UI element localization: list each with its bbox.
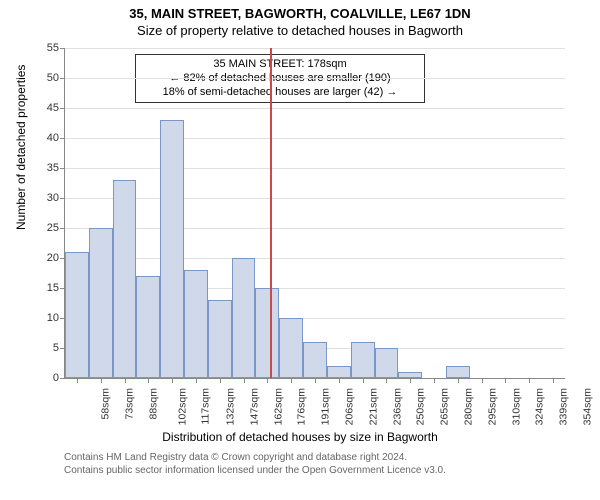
y-tick <box>60 78 65 79</box>
footer-line-1: Contains HM Land Registry data © Crown c… <box>64 452 580 465</box>
x-tick-label: 324sqm <box>534 388 546 425</box>
chart-title-subtitle: Size of property relative to detached ho… <box>0 21 600 38</box>
x-tick <box>291 378 292 383</box>
callout-line: 35 MAIN STREET: 178sqm <box>142 58 418 72</box>
y-tick-label: 25 <box>47 222 59 234</box>
x-tick <box>101 378 102 383</box>
y-tick-label: 50 <box>47 72 59 84</box>
y-tick <box>60 168 65 169</box>
histogram-bar <box>303 342 327 378</box>
gridline <box>65 228 565 229</box>
histogram-bar <box>279 318 303 378</box>
x-tick-label: 73sqm <box>123 388 135 420</box>
y-tick <box>60 108 65 109</box>
x-tick <box>482 378 483 383</box>
x-tick-label: 88sqm <box>147 388 159 420</box>
y-tick-label: 55 <box>47 42 59 54</box>
gridline <box>65 258 565 259</box>
x-tick <box>125 378 126 383</box>
x-tick <box>172 378 173 383</box>
x-tick-label: 162sqm <box>272 388 284 425</box>
y-tick <box>60 378 65 379</box>
histogram-bar <box>327 366 351 378</box>
histogram-bar <box>255 288 279 378</box>
x-tick-label: 354sqm <box>581 388 593 425</box>
y-tick-label: 20 <box>47 252 59 264</box>
footer-line-2: Contains public sector information licen… <box>64 465 580 478</box>
y-tick-label: 30 <box>47 192 59 204</box>
histogram-bar <box>113 180 137 378</box>
x-tick <box>458 378 459 383</box>
y-tick <box>60 228 65 229</box>
histogram-bar <box>232 258 256 378</box>
x-tick-label: 132sqm <box>224 388 236 425</box>
y-tick <box>60 138 65 139</box>
y-tick-label: 45 <box>47 102 59 114</box>
gridline <box>65 168 565 169</box>
x-tick <box>505 378 506 383</box>
gridline <box>65 78 565 79</box>
x-tick <box>196 378 197 383</box>
x-tick-label: 191sqm <box>320 388 332 425</box>
x-tick-label: 236sqm <box>391 388 403 425</box>
x-tick <box>244 378 245 383</box>
gridline <box>65 198 565 199</box>
callout-line: 18% of semi-detached houses are larger (… <box>142 86 418 100</box>
histogram-bar <box>351 342 375 378</box>
x-tick <box>315 378 316 383</box>
marker-line <box>270 48 272 378</box>
x-tick-label: 295sqm <box>486 388 498 425</box>
x-tick-label: 102sqm <box>177 388 189 425</box>
gridline <box>65 48 565 49</box>
y-tick <box>60 198 65 199</box>
x-tick <box>77 378 78 383</box>
x-tick-label: 206sqm <box>343 388 355 425</box>
x-tick <box>529 378 530 383</box>
histogram-bar <box>375 348 399 378</box>
histogram-bar <box>65 252 89 378</box>
x-tick-label: 265sqm <box>439 388 451 425</box>
histogram-bar <box>136 276 160 378</box>
y-tick-label: 0 <box>53 372 59 384</box>
histogram-bar <box>184 270 208 378</box>
y-tick-label: 5 <box>53 342 59 354</box>
x-tick <box>220 378 221 383</box>
x-tick-label: 176sqm <box>296 388 308 425</box>
x-tick-label: 310sqm <box>510 388 522 425</box>
x-axis-label: Distribution of detached houses by size … <box>0 430 600 444</box>
x-tick-label: 58sqm <box>99 388 111 420</box>
x-tick-label: 339sqm <box>558 388 570 425</box>
x-tick <box>410 378 411 383</box>
x-tick <box>363 378 364 383</box>
histogram-bar <box>446 366 470 378</box>
attribution-footer: Contains HM Land Registry data © Crown c… <box>64 452 580 477</box>
gridline <box>65 138 565 139</box>
y-tick <box>60 48 65 49</box>
y-tick-label: 40 <box>47 132 59 144</box>
x-tick <box>267 378 268 383</box>
x-tick-label: 280sqm <box>462 388 474 425</box>
y-axis-label: Number of detached properties <box>14 65 28 230</box>
plot-area: 35 MAIN STREET: 178sqm← 82% of detached … <box>64 48 565 379</box>
gridline <box>65 108 565 109</box>
x-tick <box>386 378 387 383</box>
y-tick-label: 10 <box>47 312 59 324</box>
histogram-bar <box>160 120 184 378</box>
x-tick-label: 250sqm <box>415 388 427 425</box>
chart-title-address: 35, MAIN STREET, BAGWORTH, COALVILLE, LE… <box>0 0 600 21</box>
x-tick-label: 221sqm <box>367 388 379 425</box>
x-tick <box>553 378 554 383</box>
y-tick-label: 35 <box>47 162 59 174</box>
histogram-bar <box>208 300 232 378</box>
chart-container: 35, MAIN STREET, BAGWORTH, COALVILLE, LE… <box>0 0 600 500</box>
x-tick-label: 147sqm <box>248 388 260 425</box>
x-tick-label: 117sqm <box>200 388 212 425</box>
x-tick <box>148 378 149 383</box>
y-tick-label: 15 <box>47 282 59 294</box>
histogram-bar <box>89 228 113 378</box>
x-tick <box>434 378 435 383</box>
x-tick <box>339 378 340 383</box>
